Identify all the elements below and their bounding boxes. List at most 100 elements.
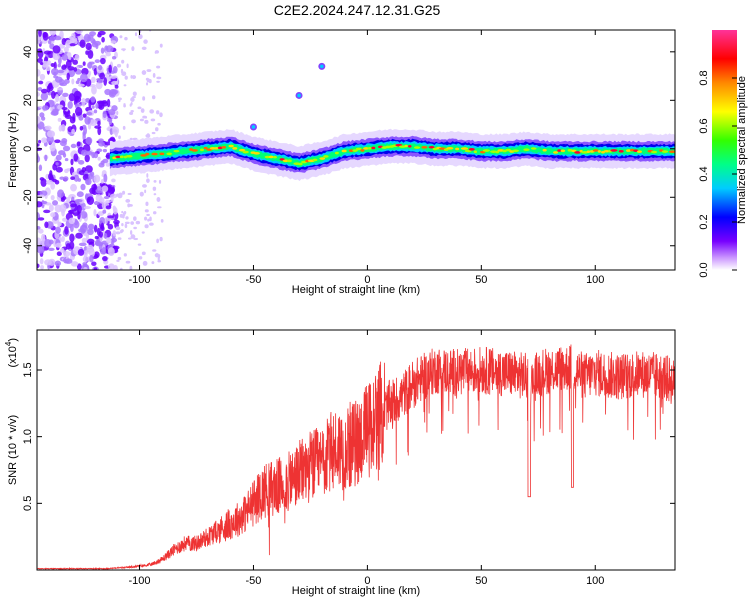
noise-blob bbox=[72, 59, 78, 65]
ridge-hotspot bbox=[238, 148, 246, 152]
noise-blob bbox=[93, 68, 98, 76]
snr-marks bbox=[37, 344, 675, 570]
ridge-hotspot bbox=[446, 146, 454, 150]
noise-blob bbox=[151, 131, 156, 135]
noise-blob bbox=[159, 112, 163, 118]
noise-blob bbox=[94, 235, 99, 240]
colorbar: 0.0 0.2 0.4 0.6 0.8 Normalized spectral ampl… bbox=[698, 30, 748, 278]
noise-blob bbox=[105, 162, 111, 167]
noise-blob bbox=[60, 197, 65, 202]
noise-blob bbox=[37, 143, 40, 147]
noise-blob bbox=[152, 249, 157, 252]
noise-blob bbox=[57, 221, 62, 227]
noise-blob bbox=[108, 64, 112, 74]
noise-blob bbox=[55, 76, 63, 83]
noise-blob bbox=[40, 92, 49, 101]
noise-blob bbox=[142, 96, 146, 101]
noise-blob bbox=[70, 183, 77, 192]
x-tick-label: 100 bbox=[586, 274, 604, 286]
noise-blob bbox=[63, 251, 71, 257]
noise-blob bbox=[50, 62, 55, 67]
noise-blob bbox=[97, 156, 101, 161]
noise-blob bbox=[130, 101, 133, 106]
noise-blob bbox=[47, 247, 55, 252]
ridge-hotspot bbox=[268, 155, 274, 159]
ridge-hotspot bbox=[581, 150, 589, 154]
noise-blob bbox=[109, 193, 118, 199]
noise-blob bbox=[158, 179, 162, 184]
noise-blob bbox=[94, 59, 101, 64]
noise-blob bbox=[97, 126, 102, 136]
ridge-hotspot bbox=[592, 149, 599, 152]
noise-blob bbox=[65, 39, 73, 49]
noise-blob bbox=[87, 122, 92, 130]
noise-blob bbox=[103, 77, 108, 86]
colorbar-ticks: 0.0 0.2 0.4 0.6 0.8 bbox=[698, 70, 737, 278]
noise-blob bbox=[39, 112, 45, 118]
noise-blob bbox=[145, 134, 151, 138]
noise-blob bbox=[101, 185, 109, 193]
noise-blob bbox=[156, 110, 160, 115]
noise-blob bbox=[82, 61, 86, 66]
noise-blob bbox=[51, 90, 56, 99]
noise-blob bbox=[69, 241, 75, 250]
ridge-hotspot bbox=[159, 152, 165, 156]
noise-blob bbox=[95, 186, 104, 194]
noise-blob bbox=[71, 37, 78, 42]
ridge-hotspot bbox=[272, 155, 277, 159]
noise-blob bbox=[65, 243, 71, 250]
noise-blob bbox=[100, 47, 105, 54]
noise-blob bbox=[119, 35, 123, 39]
noise-blob bbox=[121, 223, 124, 227]
noise-blob bbox=[91, 105, 95, 109]
noise-blob bbox=[106, 98, 111, 108]
noise-blob bbox=[43, 209, 51, 214]
snr-series-line bbox=[37, 344, 675, 570]
noise-blob bbox=[67, 101, 73, 109]
noise-blob bbox=[94, 125, 102, 129]
noise-blob bbox=[81, 237, 88, 243]
noise-blob bbox=[37, 92, 40, 97]
y-tick-label: 0.5 bbox=[22, 496, 34, 511]
colorbar-tick-label: 0.2 bbox=[698, 214, 710, 229]
noise-blob bbox=[97, 33, 102, 38]
noise-blob bbox=[83, 267, 88, 270]
noise-blob bbox=[97, 79, 104, 84]
ridge-hotspot bbox=[125, 154, 133, 158]
noise-blob bbox=[144, 216, 148, 221]
noise-blob bbox=[115, 193, 120, 197]
ridge-hotspot bbox=[530, 147, 537, 150]
ridge-hotspot bbox=[468, 148, 475, 151]
noise-blob bbox=[146, 78, 151, 83]
noise-blob bbox=[125, 199, 131, 203]
ridge-hotspot bbox=[253, 151, 260, 155]
snr-xlabel: Height of straight line (km) bbox=[292, 585, 420, 597]
noise-blob bbox=[37, 263, 40, 269]
noise-blob bbox=[111, 178, 116, 183]
noise-blob bbox=[132, 95, 137, 99]
noise-blob bbox=[83, 33, 91, 43]
noise-blob bbox=[63, 79, 70, 84]
ridge-hotspot bbox=[408, 144, 412, 148]
noise-blob bbox=[138, 34, 143, 40]
noise-blob bbox=[151, 261, 155, 265]
ridge-hotspot bbox=[145, 152, 150, 156]
noise-blob bbox=[86, 111, 93, 116]
noise-blob bbox=[40, 116, 46, 121]
noise-blob bbox=[157, 206, 162, 209]
noise-blob bbox=[55, 166, 63, 173]
noise-blob bbox=[99, 217, 106, 226]
ridge-hotspot bbox=[404, 144, 408, 148]
noise-blob bbox=[155, 127, 159, 132]
noise-blob bbox=[78, 83, 85, 87]
ridge-hotspot bbox=[542, 148, 547, 152]
ridge-hotspot bbox=[214, 146, 219, 150]
noise-blob bbox=[107, 186, 113, 193]
noise-blob bbox=[102, 148, 108, 153]
x-tick-label: -100 bbox=[129, 575, 151, 587]
noise-blob bbox=[100, 57, 106, 65]
spectrogram-ylabel: Frequency (Hz) bbox=[7, 112, 19, 188]
noise-blob bbox=[148, 222, 154, 226]
noise-blob bbox=[84, 154, 90, 163]
